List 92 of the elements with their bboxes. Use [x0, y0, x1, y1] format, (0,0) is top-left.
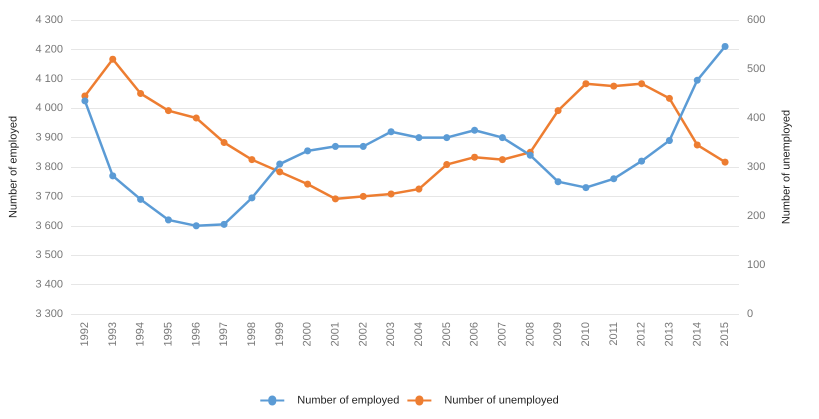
point: [722, 42, 729, 50]
x-tick-label: 2005: [440, 322, 453, 346]
y-tick-label: 4 200: [35, 43, 63, 56]
y2-axis-title: Number of unemployed: [780, 110, 792, 224]
x-tick-label: 2012: [636, 322, 648, 346]
x-tick-label: 2008: [524, 322, 536, 346]
point: [471, 126, 478, 134]
point: [388, 190, 395, 198]
point: [694, 76, 701, 84]
x-tick-label: 2014: [691, 322, 704, 346]
x-tick-label: 2010: [580, 322, 592, 346]
point: [248, 194, 256, 202]
point: [443, 161, 450, 168]
y-tick-label: 3 300: [35, 308, 63, 320]
point: [666, 94, 673, 102]
x-tick-label: 2004: [412, 322, 425, 346]
point: [415, 186, 422, 193]
point: [109, 172, 116, 180]
point: [81, 97, 88, 104]
x-tick-label: 2009: [552, 322, 564, 346]
point: [554, 107, 562, 114]
y-tick-label: 3 500: [35, 249, 63, 262]
point: [638, 158, 646, 165]
point: [666, 137, 673, 144]
x-tick-label: 1993: [106, 322, 119, 346]
point: [554, 178, 562, 186]
x-tick-label: 2000: [302, 322, 314, 346]
x-tick-label: 2003: [385, 322, 398, 346]
y-tick-label: 3 600: [35, 220, 63, 232]
y-tick-label: 3 800: [35, 161, 63, 173]
point: [109, 56, 116, 63]
point: [388, 128, 395, 136]
point: [220, 220, 228, 228]
y2-tick-label: 400: [747, 112, 766, 124]
point: [582, 80, 590, 88]
point: [360, 192, 367, 200]
point: [164, 107, 172, 114]
y2-tick-label: 200: [747, 210, 766, 222]
point: [722, 158, 729, 166]
x-tick-label: 1997: [218, 322, 230, 346]
point: [498, 156, 506, 164]
x-tick-label: 2013: [663, 322, 676, 346]
x-tick-label: 2002: [357, 322, 370, 346]
point: [192, 114, 200, 122]
point: [582, 184, 590, 192]
point: [360, 142, 367, 150]
y2-tick-label: 100: [747, 259, 766, 271]
x-tick-label: 1995: [162, 322, 174, 346]
point: [694, 141, 701, 148]
y-tick-label: 3 400: [35, 278, 63, 291]
y2-tick-label: 300: [747, 161, 766, 173]
x-tick-label: 2001: [329, 322, 342, 346]
y2-tick-label: 0: [747, 308, 754, 320]
point: [304, 147, 312, 154]
point: [332, 195, 339, 202]
x-tick-label: 2007: [496, 322, 508, 346]
y-tick-label: 3 900: [35, 132, 63, 144]
point: [332, 142, 339, 150]
point: [304, 180, 312, 188]
point: [498, 134, 506, 142]
x-tick-label: 1996: [190, 322, 202, 346]
y-tick-label: 4 300: [35, 14, 63, 26]
point: [276, 160, 284, 168]
y-tick-label: 4 000: [35, 102, 63, 114]
x-tick-label: 2011: [608, 322, 620, 346]
x-tick-label: 1994: [134, 322, 147, 346]
point: [248, 156, 256, 164]
x-tick-label: 2006: [468, 322, 481, 346]
point: [415, 134, 422, 142]
point: [471, 154, 478, 161]
y-axis-title: Number of employed: [8, 116, 20, 218]
point: [610, 82, 618, 90]
legend-label: Number of unemployed: [444, 394, 559, 406]
x-tick-label: 1992: [78, 322, 91, 346]
y2-tick-label: 600: [747, 14, 766, 26]
point: [220, 139, 228, 146]
point: [164, 216, 172, 224]
y-tick-label: 4 100: [35, 72, 63, 85]
x-tick-label: 2015: [719, 322, 732, 346]
point: [137, 196, 144, 203]
point: [443, 134, 450, 142]
point: [610, 175, 618, 182]
point: [638, 80, 646, 88]
x-tick-label: 1999: [274, 322, 286, 346]
point: [276, 168, 284, 176]
point: [526, 152, 534, 159]
point: [137, 90, 144, 97]
x-tick-label: 1998: [246, 322, 258, 346]
y2-tick-label: 500: [747, 63, 766, 75]
y-tick-label: 3 700: [35, 190, 63, 202]
point: [192, 222, 200, 230]
legend-label: Number of employed: [297, 394, 400, 406]
